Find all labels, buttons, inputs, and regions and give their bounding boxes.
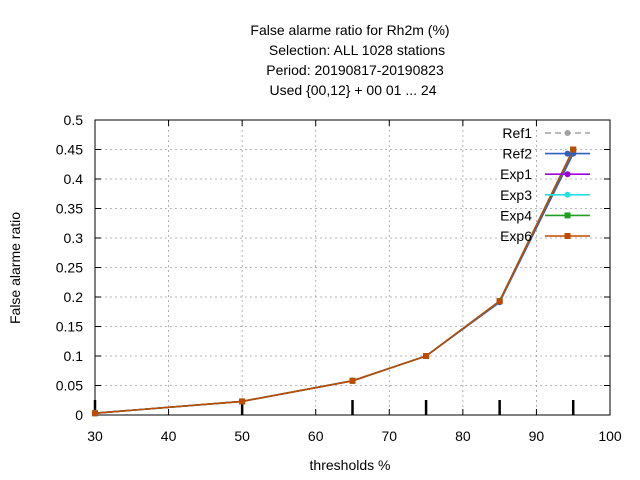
x-tick-label: 50 — [234, 428, 250, 444]
data-point-exp6 — [496, 298, 503, 305]
x-tick-label: 100 — [598, 428, 622, 444]
legend-label-ref1: Ref1 — [502, 125, 532, 141]
x-tick-label: 40 — [161, 428, 177, 444]
legend-label-exp4: Exp4 — [500, 207, 532, 223]
title-line-4: Used {00,12} + 00 01 ... 24 — [270, 82, 437, 98]
series-line-exp6 — [94, 149, 574, 414]
x-tick-label: 30 — [87, 428, 103, 444]
grid — [95, 120, 610, 415]
y-axis-label: False alarme ratio — [7, 212, 23, 324]
data-point-exp6 — [423, 353, 430, 359]
x-tick-label: 80 — [455, 428, 471, 444]
series-lines — [92, 146, 577, 417]
x-axis-label: thresholds % — [310, 457, 391, 473]
legend-marker-ref2 — [564, 150, 571, 157]
y-tick-label: 0.2 — [64, 289, 84, 305]
y-tick-label: 0.05 — [56, 378, 83, 394]
y-tick-label: 0.35 — [56, 201, 83, 217]
title-line-2: Selection: ALL 1028 stations — [269, 42, 445, 58]
plot-frame — [94, 119, 611, 416]
y-tick-label: 0 — [75, 407, 83, 423]
title-line-3: Period: 20190817-20190823 — [266, 62, 444, 78]
legend-marker-exp3 — [564, 191, 571, 198]
title-line-1: False alarme ratio for Rh2m (%) — [250, 22, 449, 38]
legend: Ref1 Ref2 Exp1 Exp3 Exp4 Exp6 — [500, 125, 590, 244]
legend-marker-exp4 — [564, 212, 571, 219]
legend-label-exp3: Exp3 — [500, 187, 532, 203]
y-tick-label: 0.45 — [56, 142, 83, 158]
x-tick-label: 70 — [381, 428, 397, 444]
data-point-exp6 — [92, 410, 98, 417]
y-tick-label: 0.4 — [64, 171, 84, 187]
legend-label-exp1: Exp1 — [500, 166, 532, 182]
legend-marker-exp6 — [564, 233, 571, 239]
y-tick-label: 0.3 — [64, 230, 84, 246]
y-tick-label: 0.15 — [56, 319, 83, 335]
legend-label-ref2: Ref2 — [502, 146, 532, 162]
data-point-exp6 — [239, 398, 246, 405]
legend-marker-exp1 — [564, 171, 571, 178]
chart-title: False alarme ratio for Rh2m (%) Selectio… — [250, 22, 449, 98]
y-tick-label: 0.1 — [64, 348, 84, 364]
x-tick-label: 60 — [308, 428, 324, 444]
data-point-exp6 — [570, 146, 577, 153]
x-tick-label: 90 — [529, 428, 545, 444]
legend-label-exp6: Exp6 — [500, 228, 532, 244]
y-tick-label: 0.25 — [56, 260, 83, 276]
data-point-exp6 — [349, 377, 356, 384]
y-tick-label: 0.5 — [64, 112, 84, 128]
legend-marker-ref1 — [564, 130, 571, 136]
axes: 0 0.05 0.1 0.15 0.2 0.25 0.3 0.35 0.4 0.45 0.5 30 40… — [56, 112, 622, 444]
